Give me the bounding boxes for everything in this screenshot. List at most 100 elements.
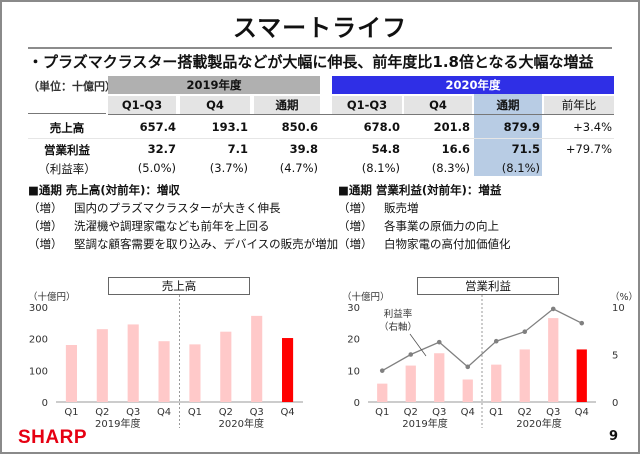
list-item: （増） 堅調な顧客需要を取り込み、デバイスの販売が増加 — [28, 235, 338, 253]
bar — [251, 315, 263, 402]
table-cell: (8.1%) — [501, 161, 540, 175]
x-tick-label: Q2 — [404, 407, 418, 418]
x-tick-label: Q1 — [64, 407, 78, 418]
notes-profit: ■通期 営業利益(対前年)：増益 （増） 販売増 （増） 各事業の原価力の向上 （増… — [338, 181, 511, 253]
x-tick-label: Q4 — [461, 407, 475, 418]
x-tick-label: Q3 — [250, 407, 264, 418]
margin-point — [550, 306, 556, 312]
table-cell: 32.7 — [147, 142, 176, 156]
y-right-tick-label: 5 — [612, 351, 618, 362]
bar — [127, 324, 139, 402]
note-text: 洗濯機や調理家電なども前年を上回る — [74, 219, 270, 233]
note-tag: （増） — [28, 219, 63, 233]
y-axis-label: （十億円） — [342, 291, 390, 303]
page-title: スマートライフ — [232, 14, 408, 42]
y-tick-label: 30 — [347, 303, 360, 314]
x-tick-label: Q3 — [126, 407, 140, 418]
bar — [96, 329, 108, 402]
note-tag: （増） — [338, 237, 373, 251]
y-tick-label: 0 — [42, 398, 48, 409]
bar — [548, 318, 559, 402]
unit-label: （単位：十億円） — [28, 80, 116, 93]
table-cell: 16.6 — [441, 142, 470, 156]
x-group-label: 2020年度 — [219, 417, 264, 430]
profit-bar-chart: （十億円） 0 10 20 30 Q1 Q2 Q3 Q4 Q1 Q2 Q3 Q4 2019年度 2020年度… — [342, 291, 638, 430]
x-tick-label: Q2 — [518, 407, 532, 418]
table-cell: (5.0%) — [137, 161, 176, 175]
bar — [220, 331, 232, 402]
margin-point — [408, 352, 414, 357]
note-text: 各事業の原価力の向上 — [384, 219, 499, 233]
table-cell: 193.1 — [211, 120, 248, 134]
y-right-tick-label: 10 — [612, 303, 625, 314]
table-cell: 54.8 — [371, 142, 400, 156]
notes-sales: ■通期 売上高(対前年)：増収 （増） 国内のプラズマクラスターが大きく伸長 （増… — [28, 181, 338, 253]
margin-point — [579, 320, 585, 326]
x-tick-label: Q4 — [157, 407, 171, 418]
y-tick-label: 0 — [354, 398, 360, 409]
bar — [189, 344, 201, 402]
col-header: 前年比 — [544, 96, 614, 114]
chart-title-profit: 営業利益 — [417, 277, 559, 295]
x-tick-label: Q1 — [375, 407, 389, 418]
row-label: 営業利益 — [44, 143, 90, 157]
x-tick-label: Q3 — [546, 407, 560, 418]
col-header: Q4 — [180, 96, 250, 114]
bar — [282, 338, 294, 402]
list-item: （増） 販売増 — [338, 199, 511, 217]
note-text: 販売増 — [384, 201, 419, 215]
row-label: （利益率） — [38, 162, 96, 176]
x-tick-label: Q2 — [219, 407, 233, 418]
sales-bar-chart: （十億円） 0 100 200 300 Q1 Q2 Q3 Q4 Q1 Q2 Q3 Q4 2019年度 202… — [28, 291, 303, 430]
note-text: 白物家電の高付加価値化 — [384, 237, 511, 251]
y-axis-right-label: （%） — [610, 291, 638, 303]
headline: ・プラズマクラスター搭載製品などが大幅に伸長、前年度比1.8倍となる大幅な増益 — [28, 53, 594, 71]
note-tag: （増） — [338, 201, 373, 215]
y-tick-label: 10 — [347, 366, 360, 377]
table-cell: 71.5 — [511, 142, 540, 156]
list-item: （増） 各事業の原価力の向上 — [338, 217, 511, 235]
x-group-label: 2019年度 — [402, 417, 447, 430]
margin-line — [381, 308, 583, 372]
year-header-2020: 2020年度 — [332, 76, 614, 94]
margin-point — [379, 368, 385, 373]
bar — [462, 379, 473, 402]
table-cell: 678.0 — [363, 120, 400, 134]
x-tick-label: Q3 — [432, 407, 446, 418]
notes-heading: ■通期 営業利益(対前年)：増益 — [338, 183, 502, 197]
table-cell: 39.8 — [289, 142, 318, 156]
bar — [65, 345, 77, 402]
bar — [377, 383, 388, 402]
y-axis-label: （十億円） — [28, 291, 76, 303]
y-tick-label: 20 — [347, 335, 360, 346]
annotation-leader — [409, 333, 427, 357]
table-rule — [28, 113, 106, 114]
y-right-tick-label: 0 — [612, 398, 618, 409]
list-item: （増） 国内のプラズマクラスターが大きく伸長 — [28, 199, 338, 217]
note-text: 国内のプラズマクラスターが大きく伸長 — [74, 201, 281, 215]
bar — [519, 349, 530, 402]
y-tick-label: 200 — [29, 335, 48, 346]
line-annotation: 利益率 — [384, 308, 413, 320]
line-annotation-axis: （右軸） — [379, 321, 417, 333]
col-header: 通期 — [474, 96, 542, 114]
x-tick-label: Q4 — [575, 407, 589, 418]
y-tick-label: 100 — [29, 366, 48, 377]
x-tick-label: Q1 — [188, 407, 202, 418]
col-header: Q1-Q3 — [332, 96, 402, 114]
x-tick-label: Q1 — [489, 407, 503, 418]
table-cell: (4.7%) — [279, 161, 318, 175]
list-item: （増） 洗濯機や調理家電なども前年を上回る — [28, 217, 338, 235]
row-label: 売上高 — [49, 121, 85, 135]
x-group-label: 2019年度 — [95, 417, 140, 430]
table-cell: 201.8 — [433, 120, 470, 134]
margin-point — [493, 338, 499, 344]
col-header: 通期 — [254, 96, 320, 114]
year-header-2019: 2019年度 — [108, 76, 320, 94]
table-cell: +3.4% — [573, 120, 612, 134]
table-cell: +79.7% — [565, 142, 612, 156]
col-header: Q4 — [404, 96, 472, 114]
table-cell: 879.9 — [503, 120, 540, 134]
note-tag: （増） — [338, 219, 373, 233]
